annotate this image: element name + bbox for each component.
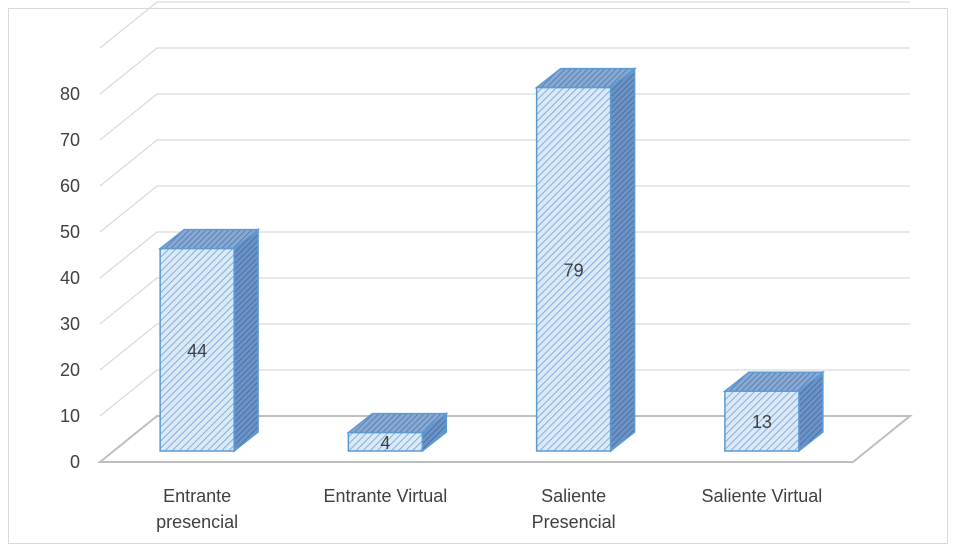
data-label: 4: [380, 433, 390, 453]
category-labels: Entrante presencial Entrante Virtual Salien…: [156, 486, 822, 532]
gridline: [99, 47, 910, 95]
gridline: [99, 93, 910, 141]
gridline: [99, 323, 910, 371]
category-label: Entrante presencial: [156, 486, 238, 532]
category-label: Entrante Virtual: [324, 486, 448, 506]
y-axis-ticks: 0 10 20 30 40 50 60 70 80: [60, 84, 80, 472]
gridlines: [99, 1, 910, 417]
bar: 79: [534, 67, 637, 453]
y-tick-label: 50: [60, 222, 80, 242]
bar-side: [233, 228, 259, 453]
bar: 13: [722, 370, 826, 453]
gridline: [99, 231, 910, 279]
bar-front: [724, 390, 800, 452]
y-tick-label: 70: [60, 130, 80, 150]
gridline: [99, 139, 910, 187]
gridline: [99, 369, 910, 417]
data-label: 79: [564, 260, 584, 280]
bar: 4: [346, 412, 449, 453]
y-tick-label: 0: [70, 452, 80, 472]
floor-plane: [97, 415, 913, 463]
gridline: [99, 185, 910, 233]
gridline: [99, 277, 910, 325]
bar: 44: [157, 228, 261, 453]
bar-front: [535, 86, 612, 452]
category-label: Saliente Presencial: [532, 486, 616, 532]
y-tick-label: 60: [60, 176, 80, 196]
y-tick-label: 10: [60, 406, 80, 426]
data-label: 13: [752, 412, 772, 432]
bar-front: [347, 431, 424, 452]
y-tick-label: 40: [60, 268, 80, 288]
bar-side: [609, 67, 636, 453]
chart-floor: [97, 415, 913, 463]
y-tick-label: 80: [60, 84, 80, 104]
y-tick-label: 30: [60, 314, 80, 334]
gridline: [99, 1, 910, 49]
data-label: 44: [187, 341, 207, 361]
y-tick-label: 20: [60, 360, 80, 380]
bar-front: [159, 247, 235, 452]
category-label: Saliente Virtual: [702, 486, 823, 506]
